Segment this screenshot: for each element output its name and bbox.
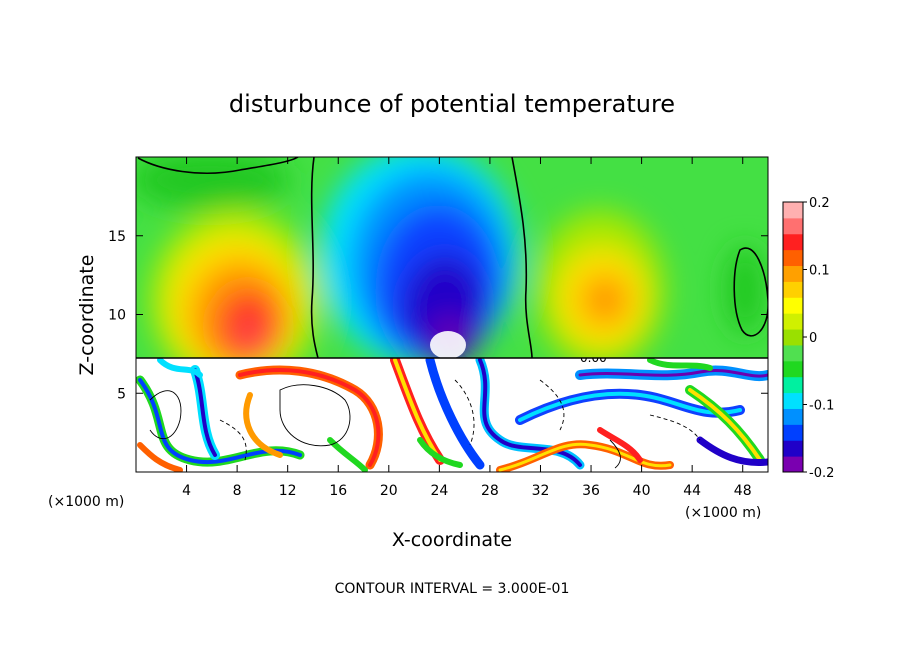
colorbar-segment (783, 265, 803, 282)
x-tick-label: 24 (430, 483, 448, 499)
y-tick-label: 5 (117, 386, 126, 402)
colorbar: 0.2 0.1 0 -0.1 -0.2 (782, 196, 834, 481)
colorbar-segment (783, 440, 803, 457)
colorbar-segment (783, 376, 803, 394)
colorbar-tick-label: 0.2 (809, 196, 830, 211)
y-unit-label: (×1000 m) (48, 494, 124, 510)
plot-area: 0.00 (136, 157, 768, 472)
colorbar-segment (783, 313, 803, 330)
colorbar-tick-label: 0 (809, 331, 817, 346)
x-tick-label: 44 (683, 483, 701, 499)
x-tick-label: 16 (329, 483, 347, 499)
upper-field (136, 157, 768, 359)
colorbar-segment (783, 392, 803, 409)
x-tick-label: 28 (481, 483, 499, 499)
colorbar-segment (783, 202, 803, 219)
colorbar-segment (783, 233, 803, 251)
chart-title: disturbunce of potential temperature (229, 90, 675, 118)
x-tick-label: 8 (233, 483, 242, 499)
colorbar-tick-label: -0.2 (809, 466, 834, 481)
y-axis: 5 10 15 (108, 229, 768, 402)
colorbar-segment (783, 281, 803, 298)
x-tick-label: 40 (633, 483, 651, 499)
y-axis-title: Z-coordinate (76, 255, 98, 376)
x-tick-label: 12 (279, 483, 297, 499)
y-tick-label: 15 (108, 229, 126, 245)
colorbar-segment (783, 329, 803, 346)
x-tick-label: 48 (734, 483, 752, 499)
colorbar-segment (783, 456, 803, 473)
x-tick-label: 32 (532, 483, 550, 499)
colorbar-segment (783, 344, 803, 362)
colorbar-segment (783, 360, 803, 378)
colorbar-segment (783, 249, 803, 267)
x-axis: 4 8 12 16 20 24 28 32 36 40 44 48 (182, 157, 752, 499)
colorbar-tick-label: 0.1 (809, 264, 830, 279)
x-tick-label: 36 (582, 483, 600, 499)
contour-interval-note: CONTOUR INTERVAL = 3.000E-01 (335, 581, 570, 597)
colorbar-segment (783, 297, 803, 314)
colorbar-segment (783, 424, 803, 441)
x-tick-label: 20 (380, 483, 398, 499)
y-tick-label: 10 (108, 308, 126, 324)
lower-turbulent-field: 0.00 (136, 351, 768, 472)
contour-label: 0.00 (580, 351, 607, 365)
x-unit-label: (×1000 m) (685, 505, 761, 521)
x-axis-title: X-coordinate (392, 529, 512, 551)
x-tick-label: 4 (182, 483, 191, 499)
colorbar-segment (783, 408, 803, 425)
colorbar-tick-label: -0.1 (809, 399, 834, 414)
colorbar-segment (783, 217, 803, 235)
